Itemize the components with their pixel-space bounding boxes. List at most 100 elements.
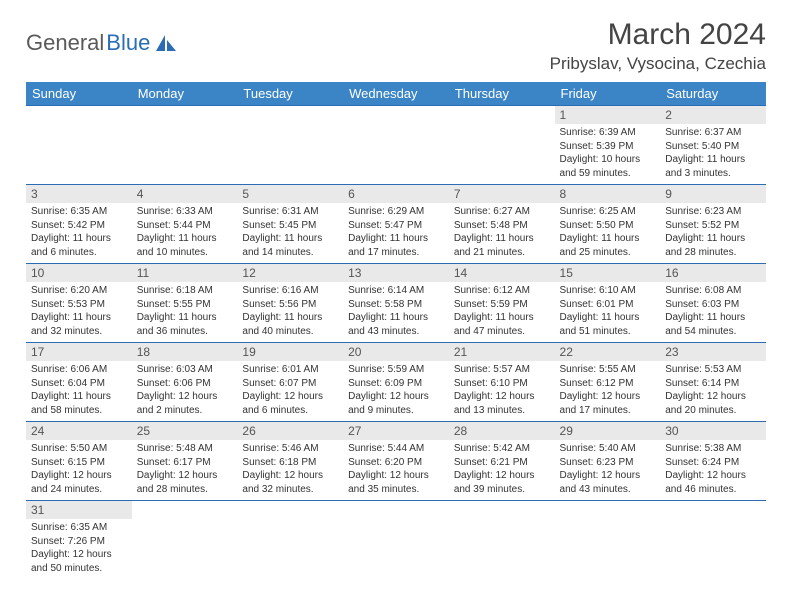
day-details: Sunrise: 6:20 AMSunset: 5:53 PMDaylight:… bbox=[26, 282, 132, 342]
day-details: Sunrise: 6:08 AMSunset: 6:03 PMDaylight:… bbox=[660, 282, 766, 342]
day-details: Sunrise: 5:59 AMSunset: 6:09 PMDaylight:… bbox=[343, 361, 449, 421]
brand-logo: GeneralBlue bbox=[26, 18, 178, 56]
sunrise: Sunrise: 6:27 AM bbox=[454, 205, 550, 219]
sunset: Sunset: 6:09 PM bbox=[348, 377, 444, 391]
daylight: Daylight: 11 hours and 28 minutes. bbox=[665, 232, 761, 259]
week-row: 17Sunrise: 6:06 AMSunset: 6:04 PMDayligh… bbox=[26, 343, 766, 422]
day-number: 19 bbox=[237, 343, 343, 361]
sunset: Sunset: 6:07 PM bbox=[242, 377, 338, 391]
day-details: Sunrise: 5:42 AMSunset: 6:21 PMDaylight:… bbox=[449, 440, 555, 500]
day-cell: 31Sunrise: 6:35 AMSunset: 7:26 PMDayligh… bbox=[26, 501, 132, 580]
day-cell: 12Sunrise: 6:16 AMSunset: 5:56 PMDayligh… bbox=[237, 264, 343, 343]
sunrise: Sunrise: 5:50 AM bbox=[31, 442, 127, 456]
day-details: Sunrise: 6:12 AMSunset: 5:59 PMDaylight:… bbox=[449, 282, 555, 342]
sunset: Sunset: 5:59 PM bbox=[454, 298, 550, 312]
sunrise: Sunrise: 6:08 AM bbox=[665, 284, 761, 298]
day-cell bbox=[237, 501, 343, 580]
daylight: Daylight: 11 hours and 10 minutes. bbox=[137, 232, 233, 259]
day-details: Sunrise: 5:48 AMSunset: 6:17 PMDaylight:… bbox=[132, 440, 238, 500]
sunrise: Sunrise: 6:37 AM bbox=[665, 126, 761, 140]
sunrise: Sunrise: 5:44 AM bbox=[348, 442, 444, 456]
sunset: Sunset: 6:21 PM bbox=[454, 456, 550, 470]
sunrise: Sunrise: 6:29 AM bbox=[348, 205, 444, 219]
day-number: 28 bbox=[449, 422, 555, 440]
day-cell: 5Sunrise: 6:31 AMSunset: 5:45 PMDaylight… bbox=[237, 185, 343, 264]
day-cell bbox=[660, 501, 766, 580]
location: Pribyslav, Vysocina, Czechia bbox=[550, 54, 766, 74]
day-number: 18 bbox=[132, 343, 238, 361]
daylight: Daylight: 12 hours and 2 minutes. bbox=[137, 390, 233, 417]
dow-saturday: Saturday bbox=[660, 82, 766, 106]
day-number: 4 bbox=[132, 185, 238, 203]
day-cell: 25Sunrise: 5:48 AMSunset: 6:17 PMDayligh… bbox=[132, 422, 238, 501]
daylight: Daylight: 12 hours and 39 minutes. bbox=[454, 469, 550, 496]
sunrise: Sunrise: 5:42 AM bbox=[454, 442, 550, 456]
day-cell bbox=[449, 106, 555, 185]
sunset: Sunset: 6:06 PM bbox=[137, 377, 233, 391]
daylight: Daylight: 12 hours and 43 minutes. bbox=[560, 469, 656, 496]
month-title: March 2024 bbox=[550, 18, 766, 52]
sunrise: Sunrise: 6:18 AM bbox=[137, 284, 233, 298]
day-cell: 29Sunrise: 5:40 AMSunset: 6:23 PMDayligh… bbox=[555, 422, 661, 501]
day-details: Sunrise: 6:39 AMSunset: 5:39 PMDaylight:… bbox=[555, 124, 661, 184]
day-cell: 18Sunrise: 6:03 AMSunset: 6:06 PMDayligh… bbox=[132, 343, 238, 422]
day-cell: 2Sunrise: 6:37 AMSunset: 5:40 PMDaylight… bbox=[660, 106, 766, 185]
week-row: 31Sunrise: 6:35 AMSunset: 7:26 PMDayligh… bbox=[26, 501, 766, 580]
day-cell: 15Sunrise: 6:10 AMSunset: 6:01 PMDayligh… bbox=[555, 264, 661, 343]
day-cell bbox=[343, 106, 449, 185]
day-details: Sunrise: 6:23 AMSunset: 5:52 PMDaylight:… bbox=[660, 203, 766, 263]
calendar-body: 1Sunrise: 6:39 AMSunset: 5:39 PMDaylight… bbox=[26, 106, 766, 580]
sunrise: Sunrise: 6:01 AM bbox=[242, 363, 338, 377]
daylight: Daylight: 11 hours and 6 minutes. bbox=[31, 232, 127, 259]
sunrise: Sunrise: 6:12 AM bbox=[454, 284, 550, 298]
day-cell bbox=[132, 106, 238, 185]
sunset: Sunset: 6:01 PM bbox=[560, 298, 656, 312]
day-cell: 20Sunrise: 5:59 AMSunset: 6:09 PMDayligh… bbox=[343, 343, 449, 422]
day-number: 29 bbox=[555, 422, 661, 440]
daylight: Daylight: 12 hours and 28 minutes. bbox=[137, 469, 233, 496]
sunset: Sunset: 5:52 PM bbox=[665, 219, 761, 233]
day-details: Sunrise: 6:37 AMSunset: 5:40 PMDaylight:… bbox=[660, 124, 766, 184]
brand-text-general: General bbox=[26, 30, 104, 56]
sunset: Sunset: 5:50 PM bbox=[560, 219, 656, 233]
day-cell: 19Sunrise: 6:01 AMSunset: 6:07 PMDayligh… bbox=[237, 343, 343, 422]
dow-thursday: Thursday bbox=[449, 82, 555, 106]
day-cell: 9Sunrise: 6:23 AMSunset: 5:52 PMDaylight… bbox=[660, 185, 766, 264]
day-cell bbox=[237, 106, 343, 185]
day-cell: 10Sunrise: 6:20 AMSunset: 5:53 PMDayligh… bbox=[26, 264, 132, 343]
sail-icon bbox=[154, 33, 178, 53]
day-number: 13 bbox=[343, 264, 449, 282]
daylight: Daylight: 12 hours and 24 minutes. bbox=[31, 469, 127, 496]
daylight: Daylight: 11 hours and 54 minutes. bbox=[665, 311, 761, 338]
sunset: Sunset: 6:17 PM bbox=[137, 456, 233, 470]
sunset: Sunset: 5:42 PM bbox=[31, 219, 127, 233]
daylight: Daylight: 11 hours and 58 minutes. bbox=[31, 390, 127, 417]
day-details: Sunrise: 6:06 AMSunset: 6:04 PMDaylight:… bbox=[26, 361, 132, 421]
day-cell: 4Sunrise: 6:33 AMSunset: 5:44 PMDaylight… bbox=[132, 185, 238, 264]
day-details: Sunrise: 6:33 AMSunset: 5:44 PMDaylight:… bbox=[132, 203, 238, 263]
sunset: Sunset: 5:58 PM bbox=[348, 298, 444, 312]
daylight: Daylight: 12 hours and 9 minutes. bbox=[348, 390, 444, 417]
day-details: Sunrise: 6:25 AMSunset: 5:50 PMDaylight:… bbox=[555, 203, 661, 263]
daylight: Daylight: 11 hours and 21 minutes. bbox=[454, 232, 550, 259]
day-cell: 30Sunrise: 5:38 AMSunset: 6:24 PMDayligh… bbox=[660, 422, 766, 501]
day-cell: 24Sunrise: 5:50 AMSunset: 6:15 PMDayligh… bbox=[26, 422, 132, 501]
brand-text-blue: Blue bbox=[106, 30, 150, 56]
day-number: 31 bbox=[26, 501, 132, 519]
daylight: Daylight: 11 hours and 14 minutes. bbox=[242, 232, 338, 259]
day-number: 14 bbox=[449, 264, 555, 282]
day-cell: 22Sunrise: 5:55 AMSunset: 6:12 PMDayligh… bbox=[555, 343, 661, 422]
day-details: Sunrise: 5:53 AMSunset: 6:14 PMDaylight:… bbox=[660, 361, 766, 421]
sunrise: Sunrise: 6:06 AM bbox=[31, 363, 127, 377]
dow-header-row: Sunday Monday Tuesday Wednesday Thursday… bbox=[26, 82, 766, 106]
day-number: 17 bbox=[26, 343, 132, 361]
sunset: Sunset: 5:47 PM bbox=[348, 219, 444, 233]
day-cell: 17Sunrise: 6:06 AMSunset: 6:04 PMDayligh… bbox=[26, 343, 132, 422]
sunrise: Sunrise: 5:55 AM bbox=[560, 363, 656, 377]
day-number: 8 bbox=[555, 185, 661, 203]
day-cell: 28Sunrise: 5:42 AMSunset: 6:21 PMDayligh… bbox=[449, 422, 555, 501]
day-number: 27 bbox=[343, 422, 449, 440]
dow-tuesday: Tuesday bbox=[237, 82, 343, 106]
daylight: Daylight: 11 hours and 3 minutes. bbox=[665, 153, 761, 180]
sunrise: Sunrise: 6:25 AM bbox=[560, 205, 656, 219]
